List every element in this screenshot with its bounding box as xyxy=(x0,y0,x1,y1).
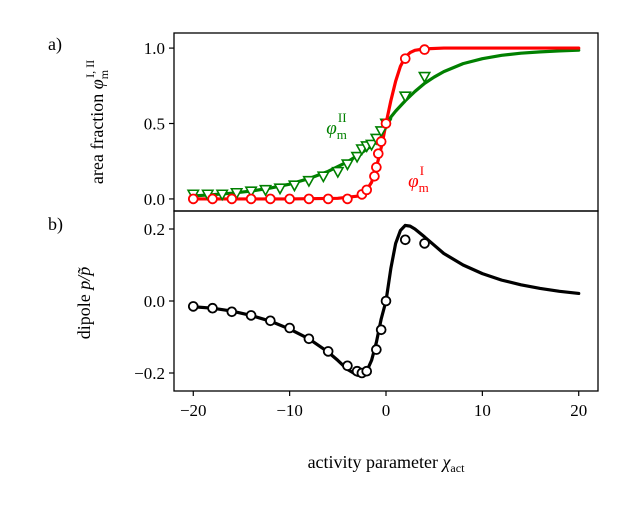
data-point-dipole xyxy=(361,365,373,377)
text-labels: a) b) area fraction φmI, II dipole p/p̃ acti… xyxy=(48,34,465,475)
x-tick-label: 0 xyxy=(382,401,391,420)
data-point-phase-I xyxy=(303,193,315,205)
data-point-phase-II xyxy=(398,91,412,104)
data-point-phase-I xyxy=(226,193,238,205)
data-point-phase-I xyxy=(265,193,276,205)
data-point-phase-II xyxy=(350,151,364,164)
data-point-dipole xyxy=(342,360,353,372)
y-tick-label: 0.0 xyxy=(144,292,165,311)
y-axis-label-a: area fraction φmI, II xyxy=(83,60,111,184)
data-point-dipole xyxy=(380,295,392,307)
data-point-dipole xyxy=(207,302,218,314)
data-point-phase-II xyxy=(364,139,379,152)
data-point-phase-II xyxy=(316,171,330,184)
y-tick-label: 0.5 xyxy=(144,115,165,134)
plot-area xyxy=(186,44,581,205)
x-tick-label: −20 xyxy=(180,401,207,420)
data-point-phase-II xyxy=(374,126,388,138)
x-tick-label: 10 xyxy=(474,401,491,420)
data-point-dipole xyxy=(419,238,430,249)
data-point-phase-II xyxy=(244,186,258,199)
data-point-dipole xyxy=(226,306,238,318)
data-point-phase-I xyxy=(369,171,380,182)
data-point-phase-II xyxy=(302,175,316,188)
panel-b: −0.2 0.0 0.2 −20 −10 0 10 20 xyxy=(134,210,599,420)
data-point-phase-I xyxy=(322,193,334,205)
data-point-phase-I xyxy=(207,193,218,205)
data-point-phase-II xyxy=(287,180,302,193)
data-point-phase-II xyxy=(258,184,273,197)
annotation-phase-I: φmI xyxy=(408,163,429,195)
data-point-phase-I xyxy=(361,184,373,196)
data-point-dipole xyxy=(187,301,199,312)
data-point-phase-II xyxy=(417,71,432,84)
plot-area xyxy=(187,223,581,379)
x-axis-label: activity parameter χact xyxy=(308,452,466,475)
data-point-phase-II xyxy=(331,166,345,179)
panel-label-b: b) xyxy=(48,214,63,235)
data-point-phase-II xyxy=(340,159,355,172)
data-point-phase-I xyxy=(187,193,199,205)
y-tick-label: 1.0 xyxy=(144,39,165,58)
data-point-dipole xyxy=(303,333,315,345)
y-tick-label: 0.2 xyxy=(144,220,165,239)
y-tick-label: −0.2 xyxy=(134,364,165,383)
data-point-dipole xyxy=(375,324,387,336)
panel-label-a: a) xyxy=(48,34,62,55)
x-tick-label: −10 xyxy=(276,401,303,420)
data-point-dipole xyxy=(284,322,295,334)
panel-a: 0.0 0.5 1.0 xyxy=(144,32,599,212)
data-point-dipole xyxy=(371,344,382,355)
data-point-dipole xyxy=(399,234,411,246)
data-point-phase-I xyxy=(284,193,295,205)
data-point-phase-I xyxy=(380,118,392,129)
data-point-phase-I xyxy=(371,161,382,173)
x-tick-label: 20 xyxy=(570,401,587,420)
data-point-dipole xyxy=(265,315,276,327)
data-point-phase-I xyxy=(342,193,353,205)
data-point-phase-II xyxy=(273,183,287,196)
y-tick-label: 0.0 xyxy=(144,190,165,209)
data-point-phase-I xyxy=(245,193,257,205)
data-point-phase-II xyxy=(230,187,244,200)
data-point-phase-I xyxy=(399,53,411,64)
data-point-phase-I xyxy=(375,136,387,147)
annotation-phase-II: φmII xyxy=(326,110,347,142)
data-point-phase-II xyxy=(215,189,229,202)
data-point-phase-I xyxy=(419,44,430,55)
y-axis-label-b: dipole p/p̃ xyxy=(74,267,94,340)
data-point-phase-I xyxy=(372,148,384,159)
data-point-dipole xyxy=(245,310,257,321)
data-point-dipole xyxy=(322,346,334,357)
